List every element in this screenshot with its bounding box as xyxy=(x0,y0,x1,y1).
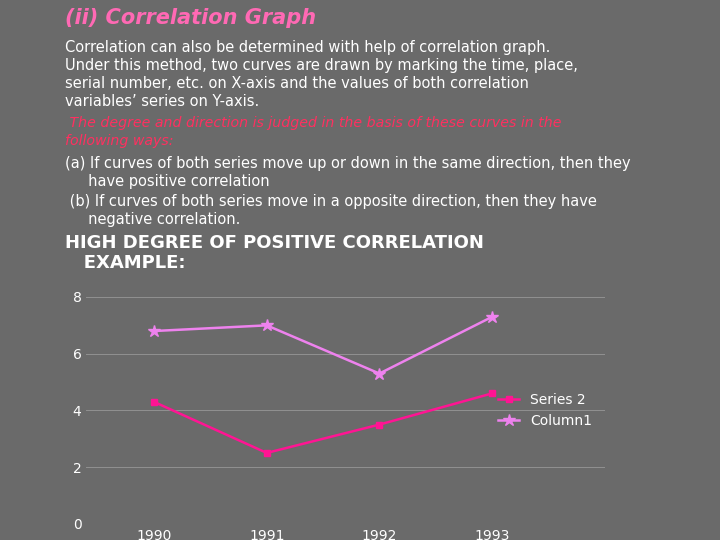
Series 2 xyxy=(375,421,384,428)
Text: (a) If curves of both series move up or down in the same direction, then they: (a) If curves of both series move up or … xyxy=(65,156,631,171)
Text: EXAMPLE:: EXAMPLE: xyxy=(65,254,185,272)
Text: HIGH DEGREE OF POSITIVE CORRELATION: HIGH DEGREE OF POSITIVE CORRELATION xyxy=(65,234,484,252)
Column1 xyxy=(375,370,384,377)
Column1 xyxy=(487,314,496,320)
Text: variables’ series on Y-axis.: variables’ series on Y-axis. xyxy=(65,94,259,109)
Text: (ii) Correlation Graph: (ii) Correlation Graph xyxy=(65,8,316,28)
Text: have positive correlation: have positive correlation xyxy=(65,174,269,189)
Series 2 xyxy=(487,390,496,397)
Series 2 xyxy=(262,450,271,456)
Legend: Series 2, Column1: Series 2, Column1 xyxy=(492,387,598,434)
Series 2 xyxy=(150,399,158,405)
Text: negative correlation.: negative correlation. xyxy=(65,212,240,227)
Text: following ways:: following ways: xyxy=(65,134,174,148)
Line: Column1: Column1 xyxy=(148,310,498,380)
Text: Under this method, two curves are drawn by marking the time, place,: Under this method, two curves are drawn … xyxy=(65,58,577,73)
Line: Series 2: Series 2 xyxy=(150,390,495,456)
Column1 xyxy=(150,328,158,334)
Text: serial number, etc. on X-axis and the values of both correlation: serial number, etc. on X-axis and the va… xyxy=(65,76,528,91)
Text: The degree and direction is judged in the basis of these curves in the: The degree and direction is judged in th… xyxy=(65,116,562,130)
Text: Correlation can also be determined with help of correlation graph.: Correlation can also be determined with … xyxy=(65,40,550,55)
Text: (b) If curves of both series move in a opposite direction, then they have: (b) If curves of both series move in a o… xyxy=(65,194,597,209)
Column1 xyxy=(262,322,271,328)
